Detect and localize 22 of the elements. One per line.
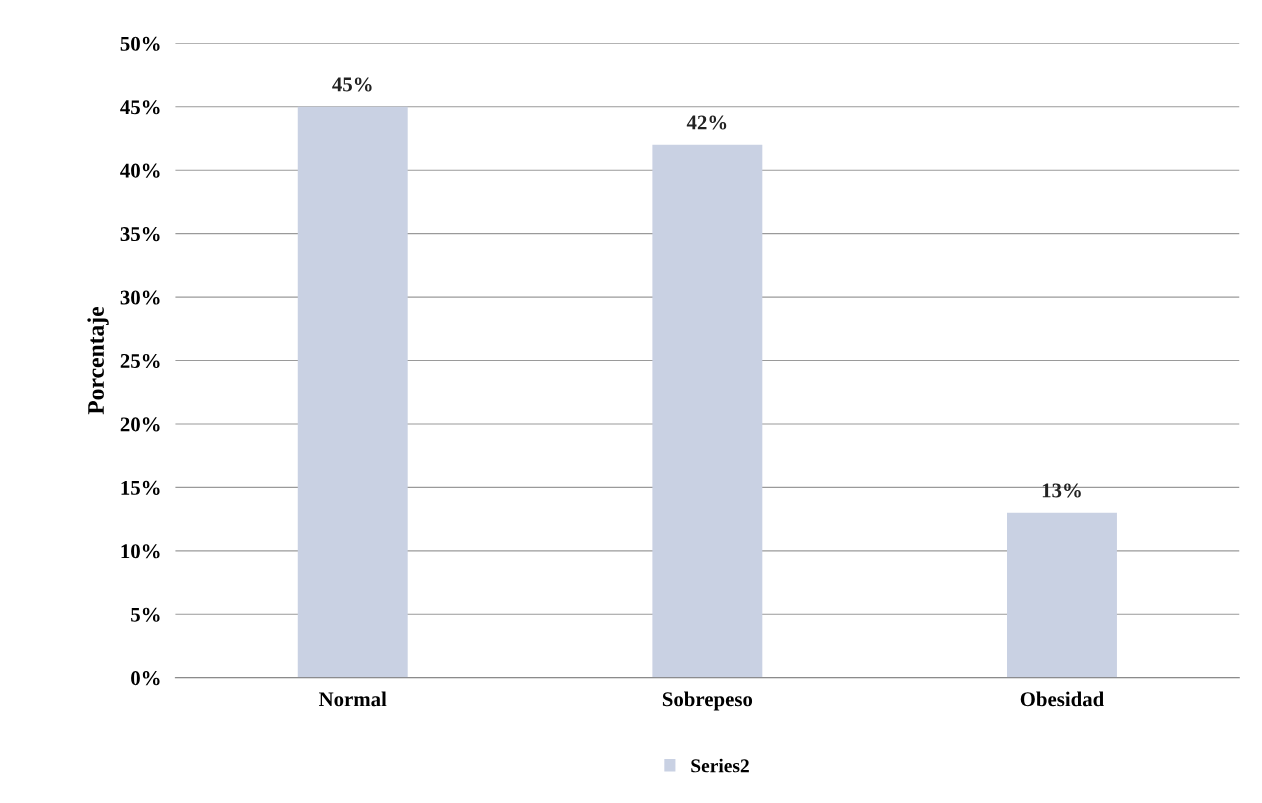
bar <box>297 106 408 678</box>
y-tick-label: 40% <box>120 163 160 178</box>
x-tick-label: Obesidad <box>1020 691 1104 707</box>
y-tick-label: 45% <box>120 100 160 115</box>
data-label: 13% <box>1042 483 1081 498</box>
data-label: 42% <box>686 115 727 130</box>
bar <box>652 144 763 678</box>
y-tick-label: 15% <box>121 480 160 495</box>
y-tick-label: 0% <box>131 671 160 686</box>
y-tick-label: 20% <box>120 417 160 432</box>
bar <box>1007 512 1117 678</box>
y-tick-label: 35% <box>120 227 160 242</box>
y-tick-label: 10% <box>121 544 160 559</box>
y-tick-label: 5% <box>131 607 160 622</box>
y-tick-label: 50% <box>120 36 160 51</box>
y-tick-label: 30% <box>120 290 160 305</box>
legend-label: Series2 <box>691 758 749 773</box>
x-tick-label: Sobrepeso <box>662 691 753 711</box>
data-label: 45% <box>332 77 372 92</box>
x-tick-label: Normal <box>318 691 387 707</box>
y-tick-label: 25% <box>120 353 160 369</box>
y-axis-title: Porcentaje <box>87 306 109 415</box>
